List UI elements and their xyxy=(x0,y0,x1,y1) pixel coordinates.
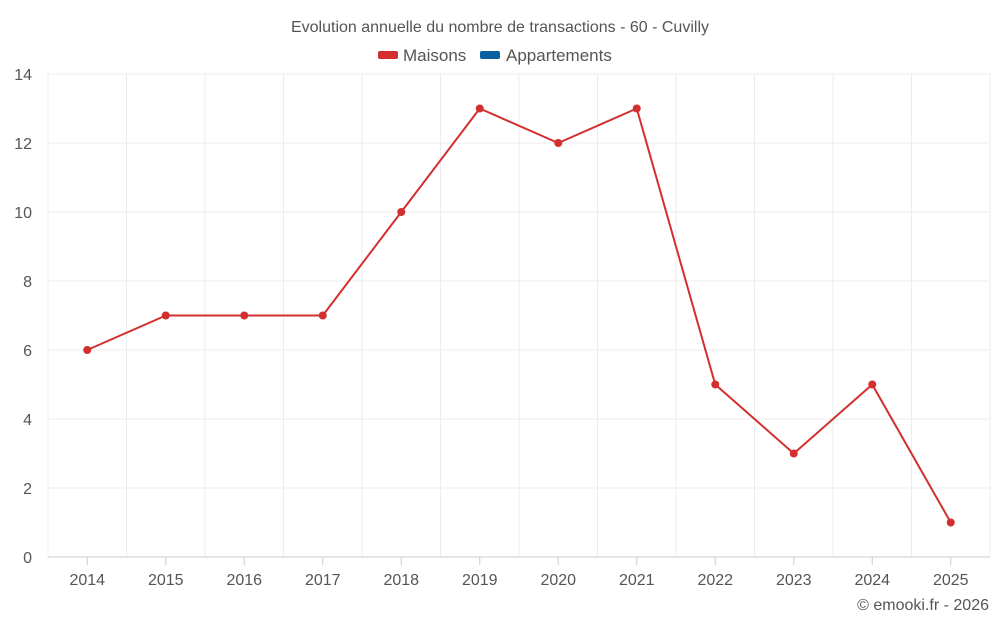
data-point-2020[interactable] xyxy=(554,139,563,147)
y-axis-ticks: 0 2 4 6 8 10 12 14 xyxy=(14,67,32,567)
y-tick-label: 2 xyxy=(23,481,32,498)
data-point-2018[interactable] xyxy=(397,208,406,216)
y-tick-label: 0 xyxy=(23,550,32,567)
x-tick-label: 2023 xyxy=(776,572,812,589)
y-tick-label: 6 xyxy=(23,343,32,360)
series-line-maisons xyxy=(86,107,952,523)
data-point-2017[interactable] xyxy=(318,311,327,320)
y-tick-label: 4 xyxy=(23,412,32,429)
data-point-2021[interactable] xyxy=(632,104,641,113)
x-tick-label: 2014 xyxy=(69,572,105,589)
y-tick-label: 8 xyxy=(23,274,32,291)
legend-swatch-appartements xyxy=(480,51,500,59)
x-tick-label: 2021 xyxy=(619,572,655,589)
x-tick-label: 2025 xyxy=(933,572,969,589)
y-tick-label: 12 xyxy=(14,136,32,153)
x-tick-label: 2024 xyxy=(854,572,890,589)
legend-label-maisons: Maisons xyxy=(403,46,466,65)
data-point-2025[interactable] xyxy=(946,518,955,527)
x-tick-label: 2017 xyxy=(305,572,341,589)
legend-item-maisons[interactable]: Maisons xyxy=(378,46,466,65)
data-point-2023[interactable] xyxy=(789,449,798,458)
x-tick-label: 2016 xyxy=(226,572,262,589)
x-tick-label: 2019 xyxy=(462,572,498,589)
x-tick-label: 2018 xyxy=(383,572,419,589)
x-tick-label: 2015 xyxy=(148,572,184,589)
x-tick-label: 2020 xyxy=(540,572,576,589)
data-point-2019[interactable] xyxy=(475,104,484,113)
y-tick-label: 10 xyxy=(14,205,32,222)
legend-item-appartements[interactable]: Appartements xyxy=(480,46,612,65)
data-point-2014[interactable] xyxy=(83,346,92,354)
series-maisons xyxy=(83,104,955,527)
credit-text: © emooki.fr - 2026 xyxy=(857,597,989,614)
legend-swatch-maisons xyxy=(378,51,398,59)
y-tick-label: 14 xyxy=(14,67,32,84)
data-point-2016[interactable] xyxy=(240,311,249,320)
legend-label-appartements: Appartements xyxy=(506,46,612,65)
data-point-2015[interactable] xyxy=(161,311,170,320)
chart-title: Evolution annuelle du nombre de transact… xyxy=(291,19,709,36)
grid xyxy=(47,73,991,557)
x-tick-label: 2022 xyxy=(697,572,733,589)
legend: Maisons Appartements xyxy=(378,46,612,65)
data-point-2024[interactable] xyxy=(868,380,877,389)
x-axis-ticks: 2014 2015 2016 2017 2018 2019 2020 2021 2022 2023… xyxy=(69,557,969,589)
data-point-2022[interactable] xyxy=(711,380,720,389)
